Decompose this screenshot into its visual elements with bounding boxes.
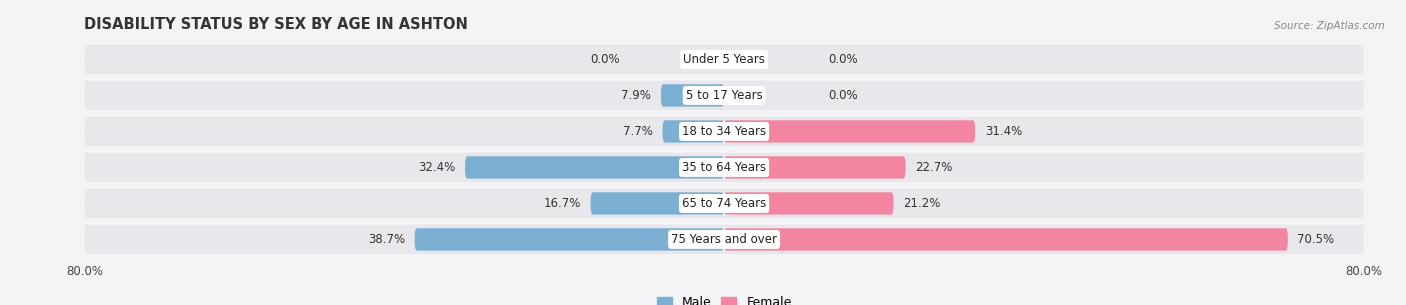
FancyBboxPatch shape xyxy=(84,189,1364,218)
FancyBboxPatch shape xyxy=(661,84,724,107)
Text: 0.0%: 0.0% xyxy=(828,89,858,102)
Text: 7.9%: 7.9% xyxy=(621,89,651,102)
Legend: Male, Female: Male, Female xyxy=(651,292,797,305)
Text: 18 to 34 Years: 18 to 34 Years xyxy=(682,125,766,138)
FancyBboxPatch shape xyxy=(84,45,1364,74)
FancyBboxPatch shape xyxy=(724,192,894,215)
FancyBboxPatch shape xyxy=(465,156,724,179)
Text: 21.2%: 21.2% xyxy=(903,197,941,210)
Text: 5 to 17 Years: 5 to 17 Years xyxy=(686,89,762,102)
Text: 38.7%: 38.7% xyxy=(368,233,405,246)
Text: 31.4%: 31.4% xyxy=(984,125,1022,138)
Text: Under 5 Years: Under 5 Years xyxy=(683,53,765,66)
Text: 7.7%: 7.7% xyxy=(623,125,652,138)
FancyBboxPatch shape xyxy=(724,156,905,179)
Text: 22.7%: 22.7% xyxy=(915,161,953,174)
FancyBboxPatch shape xyxy=(724,120,976,143)
FancyBboxPatch shape xyxy=(662,120,724,143)
Text: 75 Years and over: 75 Years and over xyxy=(671,233,778,246)
Text: 16.7%: 16.7% xyxy=(544,197,581,210)
Text: 0.0%: 0.0% xyxy=(828,53,858,66)
FancyBboxPatch shape xyxy=(84,81,1364,110)
Text: 65 to 74 Years: 65 to 74 Years xyxy=(682,197,766,210)
FancyBboxPatch shape xyxy=(84,153,1364,182)
Text: 70.5%: 70.5% xyxy=(1298,233,1334,246)
FancyBboxPatch shape xyxy=(84,117,1364,146)
Text: 32.4%: 32.4% xyxy=(418,161,456,174)
Text: DISABILITY STATUS BY SEX BY AGE IN ASHTON: DISABILITY STATUS BY SEX BY AGE IN ASHTO… xyxy=(84,16,468,31)
FancyBboxPatch shape xyxy=(84,225,1364,254)
FancyBboxPatch shape xyxy=(591,192,724,215)
Text: 35 to 64 Years: 35 to 64 Years xyxy=(682,161,766,174)
Text: Source: ZipAtlas.com: Source: ZipAtlas.com xyxy=(1274,21,1385,31)
FancyBboxPatch shape xyxy=(724,228,1288,251)
Text: 0.0%: 0.0% xyxy=(591,53,620,66)
FancyBboxPatch shape xyxy=(415,228,724,251)
